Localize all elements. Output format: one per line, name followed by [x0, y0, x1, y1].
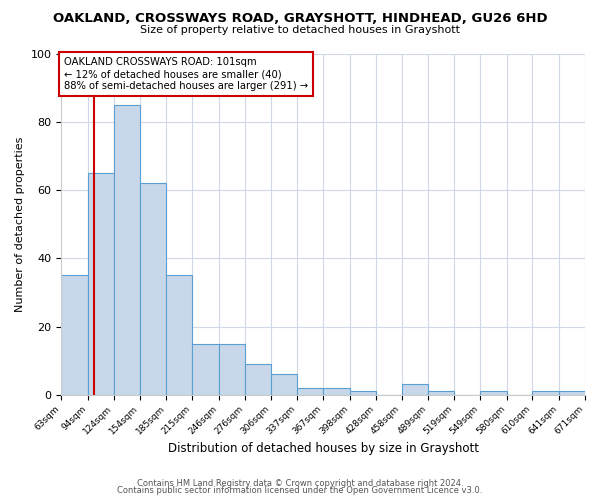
Bar — [323, 388, 350, 394]
Bar — [297, 388, 323, 394]
Bar — [271, 374, 297, 394]
Bar — [166, 276, 192, 394]
Bar — [350, 391, 376, 394]
Text: OAKLAND CROSSWAYS ROAD: 101sqm
← 12% of detached houses are smaller (40)
88% of : OAKLAND CROSSWAYS ROAD: 101sqm ← 12% of … — [64, 58, 308, 90]
Bar — [532, 391, 559, 394]
Text: Contains public sector information licensed under the Open Government Licence v3: Contains public sector information licen… — [118, 486, 482, 495]
Bar — [480, 391, 506, 394]
Y-axis label: Number of detached properties: Number of detached properties — [15, 136, 25, 312]
Bar — [88, 173, 114, 394]
Bar — [245, 364, 271, 394]
X-axis label: Distribution of detached houses by size in Grayshott: Distribution of detached houses by size … — [167, 442, 479, 455]
Bar — [559, 391, 585, 394]
Bar — [428, 391, 454, 394]
Bar — [140, 184, 166, 394]
Text: Contains HM Land Registry data © Crown copyright and database right 2024.: Contains HM Land Registry data © Crown c… — [137, 478, 463, 488]
Bar — [61, 276, 88, 394]
Bar — [192, 344, 219, 394]
Text: OAKLAND, CROSSWAYS ROAD, GRAYSHOTT, HINDHEAD, GU26 6HD: OAKLAND, CROSSWAYS ROAD, GRAYSHOTT, HIND… — [53, 12, 547, 26]
Bar — [401, 384, 428, 394]
Bar — [114, 105, 140, 395]
Bar — [219, 344, 245, 394]
Text: Size of property relative to detached houses in Grayshott: Size of property relative to detached ho… — [140, 25, 460, 35]
